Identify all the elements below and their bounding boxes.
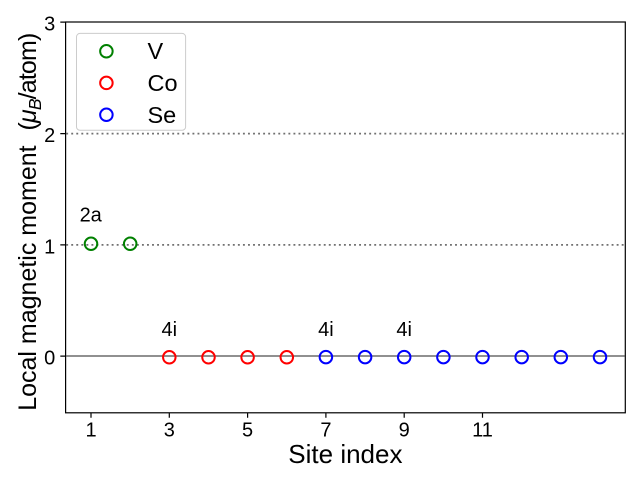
svg-text:Local magnetic moment: Local magnetic moment: [14, 145, 42, 410]
svg-text:2a: 2a: [80, 205, 103, 227]
svg-text:1: 1: [44, 236, 55, 258]
svg-text:Site index: Site index: [288, 439, 402, 469]
svg-text:1: 1: [85, 419, 96, 441]
svg-text:3: 3: [164, 419, 175, 441]
svg-text:Se: Se: [148, 102, 177, 128]
svg-text:4i: 4i: [318, 319, 334, 341]
svg-text:(μB/atom): (μB/atom): [14, 34, 45, 131]
svg-text:4i: 4i: [396, 319, 412, 341]
svg-text:5: 5: [242, 419, 253, 441]
svg-text:4i: 4i: [162, 319, 178, 341]
svg-text:9: 9: [399, 419, 410, 441]
svg-text:V: V: [148, 38, 164, 64]
svg-text:2: 2: [44, 125, 55, 147]
svg-text:7: 7: [320, 419, 331, 441]
svg-text:11: 11: [472, 419, 493, 441]
svg-text:3: 3: [44, 14, 55, 36]
svg-text:Co: Co: [148, 70, 178, 96]
svg-text:0: 0: [44, 348, 55, 370]
